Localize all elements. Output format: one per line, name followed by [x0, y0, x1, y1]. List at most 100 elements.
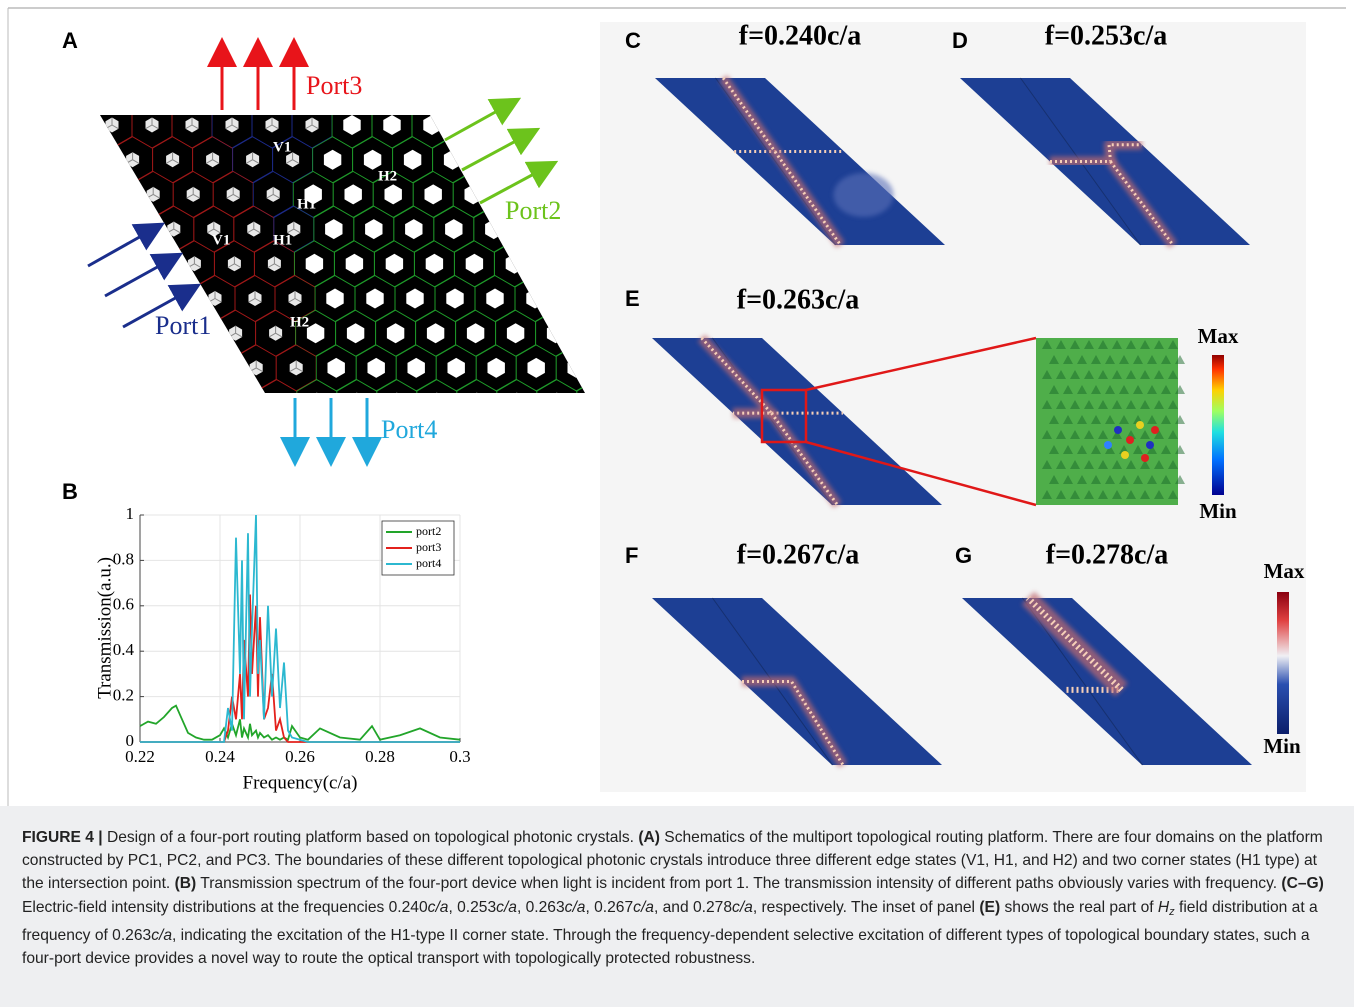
legend-label: port2: [416, 524, 441, 538]
caption-text: , indicating the excitation of the H1-ty…: [22, 927, 1310, 967]
colorbar: [1212, 355, 1224, 495]
panel-title: f=0.263c/a: [737, 284, 860, 315]
lattice-cell: [217, 380, 257, 426]
caption-text: c/a: [151, 927, 172, 944]
x-tick-label: 0.26: [285, 747, 315, 766]
colorbar-min: Min: [1199, 499, 1237, 523]
port-label: Port3: [306, 71, 362, 100]
hole-edge: [230, 395, 243, 406]
lattice-cell: [114, 206, 154, 252]
arrow: [462, 135, 527, 170]
x-tick-label: 0.24: [205, 747, 235, 766]
figure: A Port1 Port2 Port3 Port4 V1 H2 H1 V1 H1…: [0, 0, 1354, 806]
hole: [428, 393, 445, 413]
caption-text: shows the real part of: [1000, 899, 1158, 916]
colorbar-max: Max: [1264, 559, 1305, 583]
lattice-cell: [93, 171, 133, 217]
panel-title: f=0.240c/a: [739, 20, 862, 51]
caption-text: c/a: [428, 899, 449, 916]
state-label: H1: [273, 232, 292, 248]
hole: [270, 395, 283, 410]
panel-title: f=0.253c/a: [1045, 20, 1168, 51]
hole: [230, 395, 243, 410]
field-glow: [834, 173, 894, 217]
panel-label: A: [62, 28, 78, 53]
hole-edge: [107, 187, 120, 198]
caption: FIGURE 4 | Design of a four-port routing…: [0, 806, 1354, 1007]
hole: [308, 393, 325, 413]
hole-edge: [86, 152, 99, 163]
lattice-cell: [535, 241, 575, 287]
state-label: H2: [378, 168, 397, 184]
lattice-cell: [73, 137, 113, 183]
state-label: H1: [297, 196, 316, 212]
hole: [127, 222, 140, 237]
hole: [107, 187, 120, 202]
caption-text: c/a: [732, 899, 753, 916]
caption-text: (C–G): [1281, 875, 1323, 892]
y-tick-label: 0.6: [113, 595, 134, 614]
panel-label: G: [955, 543, 972, 568]
lattice-cell: [52, 102, 92, 148]
x-tick-label: 0.28: [365, 747, 395, 766]
hole: [86, 152, 99, 167]
panel-a: A Port1 Port2 Port3 Port4 V1 H2 H1 V1 H1…: [52, 28, 657, 452]
lattice-cell: [555, 276, 595, 322]
colorbar: [1277, 592, 1289, 734]
chart: 00.20.40.60.810.220.240.260.280.3port2po…: [113, 504, 471, 766]
caption-text: c/a: [496, 899, 517, 916]
caption-text: , 0.263: [517, 899, 565, 916]
inset-spot: [1114, 426, 1122, 434]
inset-spot: [1126, 436, 1134, 444]
state-label: V1: [212, 232, 230, 248]
y-tick-label: 1: [126, 504, 135, 523]
arrow: [88, 230, 152, 266]
x-tick-label: 0.22: [125, 747, 155, 766]
panel-background: [600, 22, 1306, 792]
caption-text: , 0.253: [448, 899, 496, 916]
x-axis-title: Frequency(c/a): [243, 772, 358, 793]
caption-text: (A): [638, 829, 660, 846]
y-axis-title: Transmission(a.u.): [94, 557, 115, 699]
y-tick-label: 0.8: [113, 549, 134, 568]
panel-label: C: [625, 28, 641, 53]
hole-edge: [270, 395, 283, 406]
caption-text: (E): [979, 899, 1000, 916]
caption-text: , respectively. The inset of panel: [753, 899, 980, 916]
lattice-cell: [196, 345, 236, 391]
panel-label: B: [62, 479, 78, 504]
port-label: Port4: [381, 415, 437, 444]
panel-title: f=0.267c/a: [737, 539, 860, 570]
hole: [210, 360, 223, 375]
inset-spot: [1146, 441, 1154, 449]
legend-label: port3: [416, 540, 441, 554]
caption-text: Design of a four-port routing platform b…: [107, 829, 638, 846]
colorbar-min: Min: [1263, 734, 1301, 758]
state-label: H2: [290, 314, 309, 330]
caption-text: (B): [175, 875, 197, 892]
y-tick-label: 0.2: [113, 686, 134, 705]
inset-spot: [1141, 454, 1149, 462]
caption-text: H: [1158, 899, 1169, 916]
hole: [548, 393, 565, 413]
panel-title: f=0.278c/a: [1046, 539, 1169, 570]
hole-edge: [210, 360, 223, 371]
panel-label: E: [625, 286, 640, 311]
hole: [468, 393, 485, 413]
page: A Port1 Port2 Port3 Port4 V1 H2 H1 V1 H1…: [0, 0, 1354, 1007]
caption-text: Electric-field intensity distributions a…: [22, 899, 428, 916]
inset-spot: [1151, 426, 1159, 434]
hole: [348, 393, 365, 413]
caption-text: c/a: [565, 899, 586, 916]
x-tick-label: 0.3: [449, 747, 470, 766]
hole: [66, 118, 79, 133]
port-label: Port2: [505, 196, 561, 225]
caption-text: c/a: [633, 899, 654, 916]
inset-spot: [1136, 421, 1144, 429]
caption-text: FIGURE 4 |: [22, 829, 107, 846]
caption-text: , 0.267: [585, 899, 633, 916]
caption-text: , and 0.278: [654, 899, 732, 916]
hole-edge: [127, 222, 140, 233]
port-label: Port1: [155, 311, 211, 340]
legend-label: port4: [416, 556, 441, 570]
